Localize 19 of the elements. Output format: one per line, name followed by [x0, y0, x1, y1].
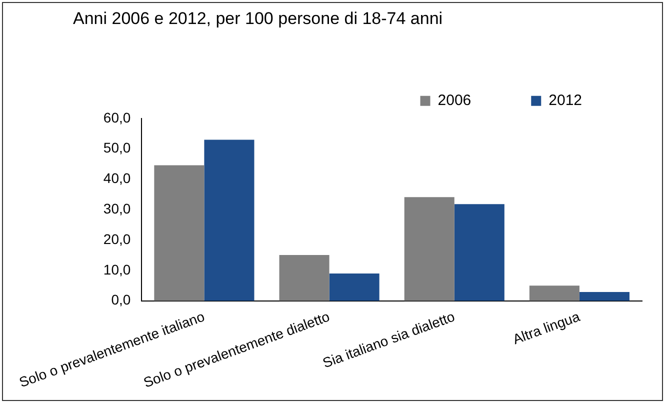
- legend-label: 2012: [548, 92, 582, 110]
- y-tick-label: 0,0: [111, 292, 131, 308]
- bar: [279, 254, 330, 301]
- y-tick-label: 50,0: [103, 140, 131, 156]
- bar: [154, 165, 204, 301]
- bar: [579, 292, 630, 301]
- bar: [529, 286, 580, 301]
- y-tick-label: 10,0: [103, 261, 131, 278]
- chart-title: Anni 2006 e 2012, per 100 persone di 18-74 anni: [73, 8, 443, 28]
- y-tick-label: 20,0: [103, 230, 131, 247]
- y-tick-label: 60,0: [103, 109, 131, 126]
- bar: [404, 197, 454, 301]
- legend-label: 2006: [438, 92, 472, 110]
- y-tick-label: 30,0: [103, 200, 131, 216]
- x-tick-label: Altra lingua: [510, 308, 582, 348]
- bar: [329, 273, 380, 301]
- bar: [204, 140, 254, 301]
- y-tick-label: 40,0: [103, 170, 131, 186]
- bar: [454, 204, 504, 301]
